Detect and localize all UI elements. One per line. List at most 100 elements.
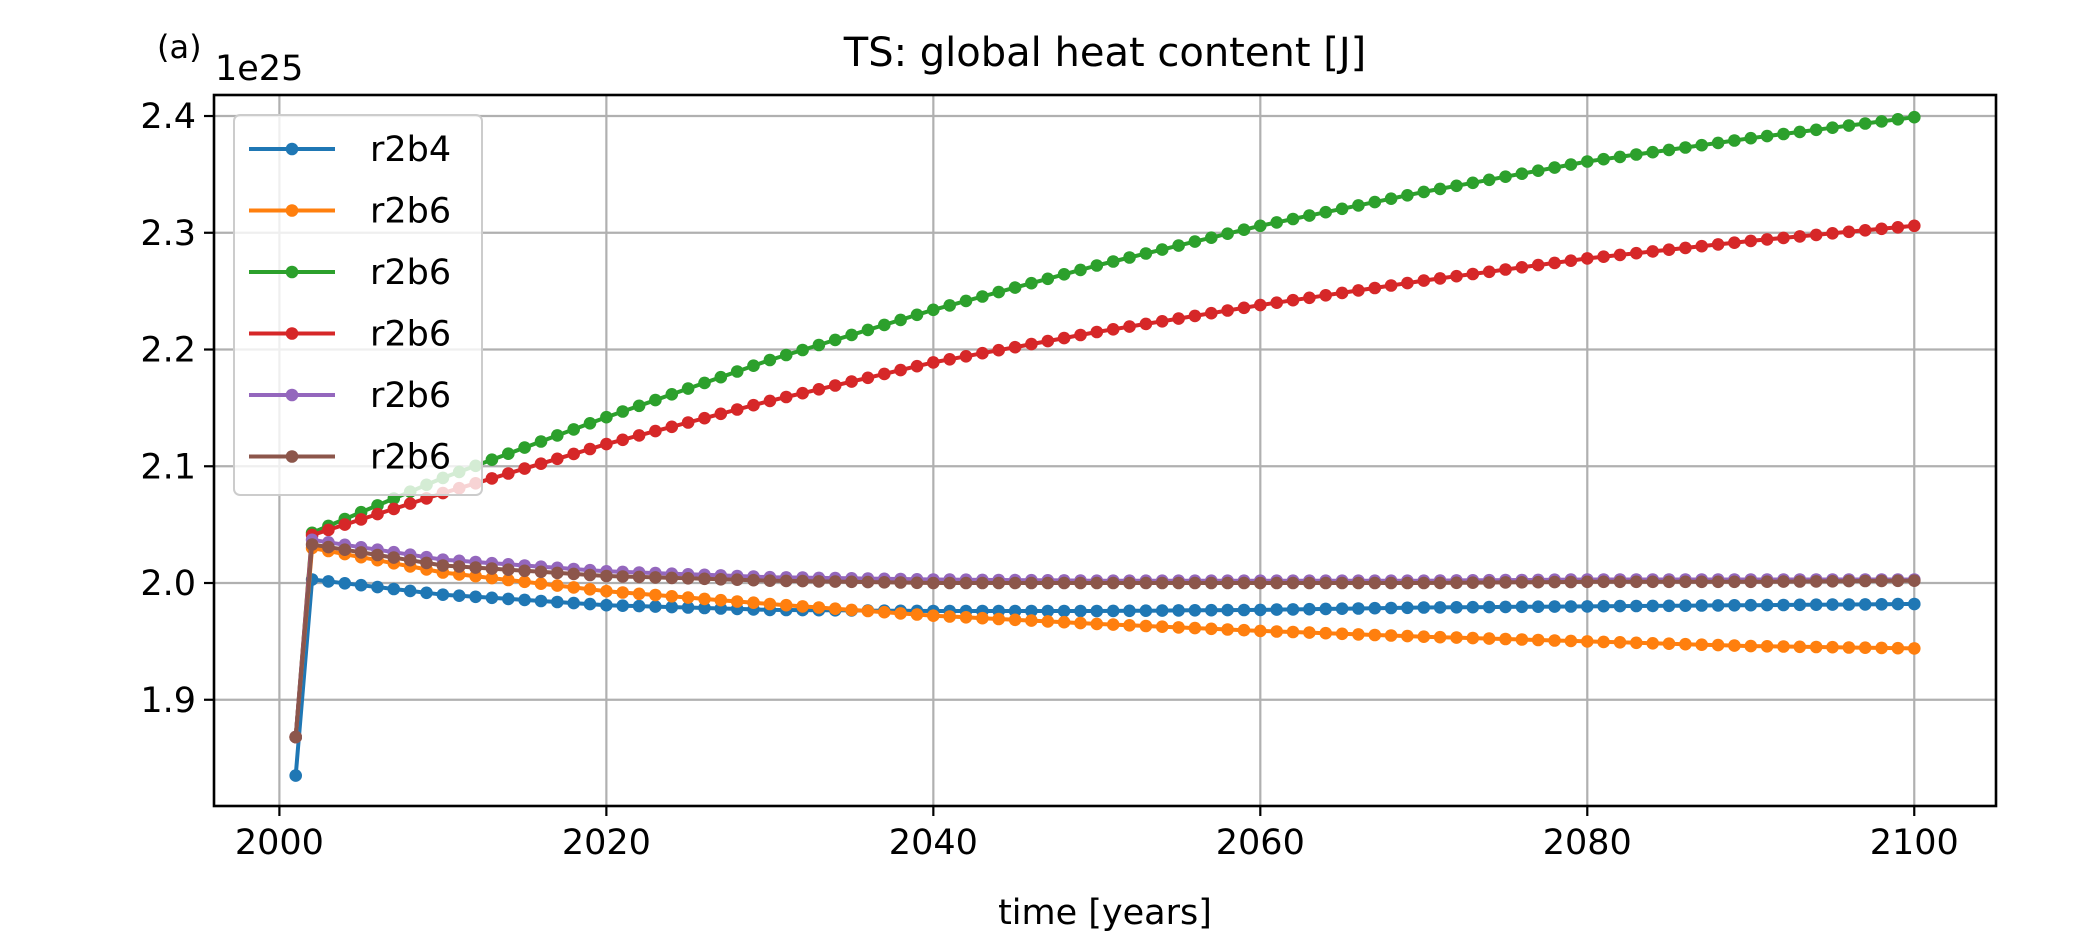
data-point xyxy=(632,570,646,584)
data-point xyxy=(894,576,907,589)
data-point xyxy=(1090,604,1104,618)
data-point xyxy=(861,604,875,618)
data-point xyxy=(1613,150,1627,164)
data-point xyxy=(1335,602,1349,615)
data-point xyxy=(485,571,499,585)
series-group xyxy=(289,110,1921,782)
x-tick-label: 2000 xyxy=(235,823,324,863)
data-point xyxy=(665,420,679,434)
series-line xyxy=(293,537,1915,738)
data-point xyxy=(1221,623,1234,636)
data-point xyxy=(1908,642,1921,655)
data-point xyxy=(305,538,319,551)
data-point xyxy=(714,370,728,384)
data-point xyxy=(452,589,466,602)
data-point xyxy=(1025,576,1038,590)
data-point xyxy=(1352,284,1365,297)
data-point xyxy=(1711,575,1725,589)
data-point xyxy=(828,379,842,392)
data-point xyxy=(1531,633,1545,647)
data-point xyxy=(1254,576,1267,590)
data-point xyxy=(878,367,891,381)
data-point xyxy=(714,573,728,586)
legend-item: r2b6 xyxy=(249,192,451,232)
data-point xyxy=(1809,598,1823,611)
data-point xyxy=(1875,222,1888,236)
data-point xyxy=(1057,576,1071,590)
data-point xyxy=(1417,274,1431,287)
data-point xyxy=(1744,575,1758,589)
data-point xyxy=(600,437,613,451)
data-point xyxy=(1679,141,1692,154)
data-point xyxy=(1074,576,1087,590)
data-point xyxy=(927,303,940,317)
data-point xyxy=(1384,192,1398,205)
chart-title: TS: global heat content [J] xyxy=(843,30,1366,76)
data-point xyxy=(1842,574,1856,588)
data-point xyxy=(894,363,907,377)
data-point xyxy=(1711,638,1725,652)
data-point xyxy=(1630,599,1643,613)
data-point xyxy=(403,497,417,510)
data-point xyxy=(632,429,646,442)
y-tick-label: 2.1 xyxy=(140,447,196,487)
data-point xyxy=(1335,202,1349,216)
data-point xyxy=(1123,320,1136,333)
data-point xyxy=(1842,225,1856,239)
data-point xyxy=(1564,254,1578,267)
data-point xyxy=(959,294,973,308)
data-point xyxy=(1515,167,1529,180)
data-point xyxy=(1842,641,1856,654)
data-point xyxy=(1074,616,1087,630)
data-point xyxy=(976,611,989,625)
data-point xyxy=(878,576,891,589)
data-point xyxy=(420,586,433,600)
data-point xyxy=(1237,301,1251,315)
data-point xyxy=(502,573,515,587)
data-point xyxy=(1205,622,1218,636)
data-point xyxy=(747,359,760,373)
data-point xyxy=(436,588,450,601)
data-point xyxy=(469,590,482,604)
data-point xyxy=(1809,640,1823,654)
data-point xyxy=(1090,617,1104,631)
legend-label: r2b6 xyxy=(370,376,451,416)
data-point xyxy=(1155,620,1169,633)
data-point xyxy=(1384,279,1398,292)
data-point xyxy=(1139,576,1153,590)
data-point xyxy=(681,382,695,395)
data-point xyxy=(1319,576,1332,590)
data-point xyxy=(534,577,548,590)
data-point xyxy=(1728,236,1741,249)
data-point xyxy=(1368,576,1382,590)
data-point xyxy=(828,575,842,588)
data-point xyxy=(665,590,679,603)
x-axis-ticks: 2000 2020 2040 2060 2080 2100 xyxy=(235,806,1959,863)
data-point xyxy=(551,579,564,592)
data-point xyxy=(665,571,679,585)
y-tick-label: 1.9 xyxy=(140,681,196,721)
legend-marker xyxy=(285,265,299,279)
data-point xyxy=(681,591,695,604)
data-point xyxy=(1270,296,1283,310)
data-point xyxy=(534,457,548,471)
data-point xyxy=(1417,185,1431,199)
data-point xyxy=(1646,637,1659,650)
data-point xyxy=(338,518,352,531)
plot-frame xyxy=(212,93,1998,808)
data-point xyxy=(1908,219,1921,233)
data-point xyxy=(338,577,352,590)
data-point xyxy=(812,601,826,614)
data-point xyxy=(518,441,531,454)
data-point xyxy=(600,410,613,424)
data-point xyxy=(1564,600,1578,613)
y-tick-label: 2.3 xyxy=(140,214,196,254)
data-point xyxy=(1270,216,1283,229)
data-point xyxy=(1581,252,1594,265)
data-point xyxy=(1254,219,1267,233)
x-tick-label: 2080 xyxy=(1543,823,1632,863)
data-point xyxy=(502,467,515,480)
data-point xyxy=(1777,231,1790,245)
data-point xyxy=(616,599,629,612)
data-point xyxy=(322,540,335,554)
